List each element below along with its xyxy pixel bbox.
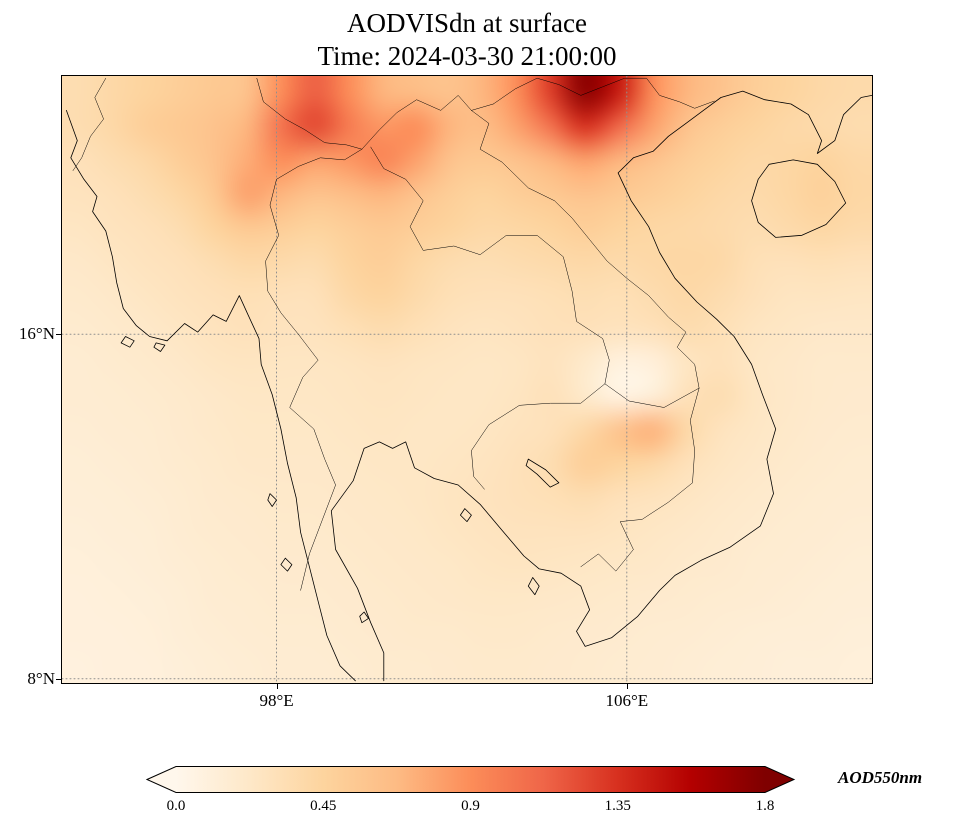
- coastline-path: [751, 159, 847, 238]
- colorbar: [145, 766, 796, 793]
- colorbar-outline: [145, 766, 796, 793]
- y-tick-label-8n: 8°N: [27, 668, 55, 688]
- border-path: [370, 146, 610, 385]
- border-path: [265, 148, 363, 591]
- border-path: [604, 383, 700, 408]
- colorbar-tick-label: 0.0: [166, 798, 186, 814]
- colorbar-tick-label: 1.35: [604, 798, 631, 814]
- x-axis-tick-mark: [626, 684, 628, 689]
- coastline-path: [460, 508, 472, 522]
- coastline-path: [280, 557, 293, 572]
- border-path: [471, 383, 606, 490]
- colorbar-gradient-rect: [176, 766, 765, 793]
- colorbar-right-arrow: [765, 766, 794, 793]
- coastline-path: [525, 458, 560, 488]
- map-plot: [61, 75, 873, 684]
- coastline-path: [153, 342, 166, 352]
- border-path: [471, 110, 700, 389]
- x-axis-tick-mark: [276, 684, 278, 689]
- y-axis-tick-mark: [56, 678, 61, 680]
- coastline-path: [330, 90, 872, 682]
- colorbar-tick-label: 0.45: [310, 798, 337, 814]
- coastline-path: [66, 110, 356, 682]
- border-path: [256, 77, 363, 150]
- border-path: [361, 95, 494, 150]
- colorbar-tick-label: 0.9: [461, 798, 480, 814]
- colorbar-tick-label: 1.8: [755, 798, 775, 814]
- coastline-path: [267, 493, 277, 507]
- y-tick-label-16n: 16°N: [18, 324, 55, 344]
- heatmap-canvas: [62, 76, 872, 683]
- border-path: [72, 77, 107, 171]
- x-tick-label-98e: 98°E: [259, 691, 294, 710]
- figure-time-subtitle: Time: 2024-03-30 21:00:00: [317, 41, 617, 71]
- x-tick-label-106e: 106°E: [605, 691, 649, 710]
- colorbar-label: AOD550nm: [838, 768, 923, 787]
- coastline-path: [527, 577, 540, 596]
- map-overlay-svg: [62, 76, 872, 683]
- figure-title: AODVISdn at surface: [347, 8, 587, 38]
- colorbar-left-arrow: [147, 766, 176, 793]
- coastline-path: [359, 611, 369, 624]
- border-path: [493, 77, 715, 109]
- coastline-path: [120, 336, 135, 348]
- border-path: [580, 387, 700, 572]
- y-axis-tick-mark: [56, 334, 61, 336]
